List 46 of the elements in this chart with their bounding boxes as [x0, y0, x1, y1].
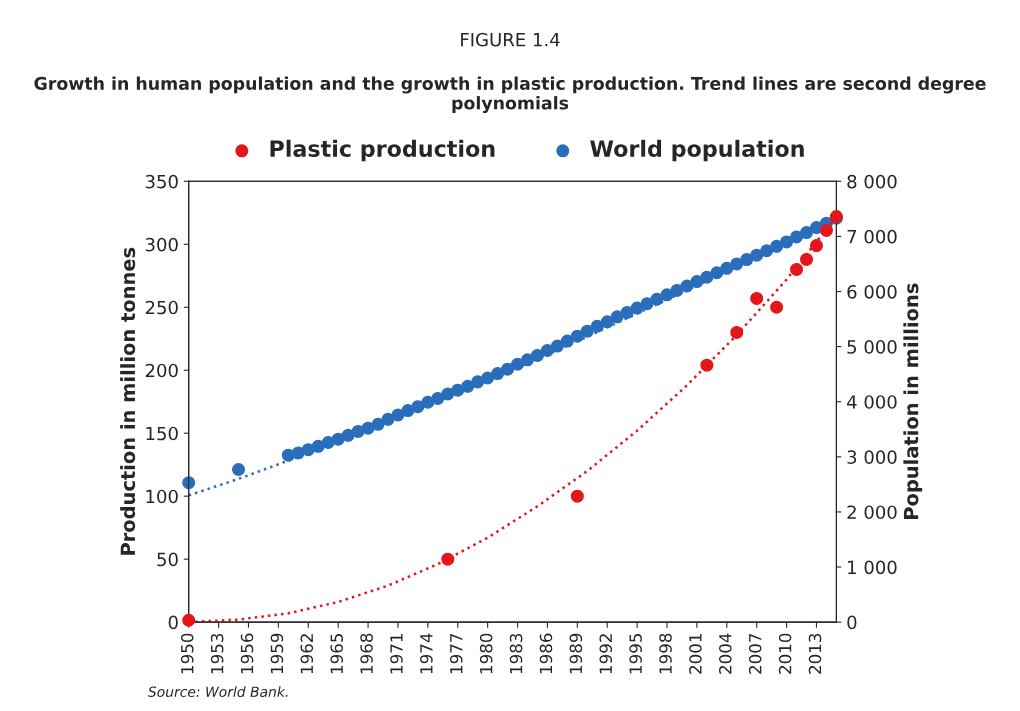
x-tick-label: 1965	[330, 634, 344, 674]
y2-tick-label: 8 000	[847, 174, 897, 189]
x-tick-label: 1989	[569, 633, 583, 674]
y2-tick-label: 6 000	[847, 284, 897, 299]
x-tick-label: 2010	[778, 633, 792, 674]
x-tick-label: 2007	[748, 633, 762, 674]
y2-tick-label: 3 000	[847, 450, 897, 464]
y-tick-label: 0	[168, 615, 178, 630]
y-tick-label: 300	[145, 237, 178, 252]
x-tick-label: 1977	[449, 633, 463, 674]
x-tick-label: 1995	[629, 634, 642, 674]
chart-title: FIGURE 1.4	[461, 32, 560, 47]
x-tick-label: 2013	[808, 633, 822, 674]
y-tick-label: 250	[145, 300, 178, 315]
source-note: Source: World Bank.	[147, 686, 288, 697]
x-tick-label: 1950	[180, 633, 194, 674]
y-axis-title: Production in million tonnes	[120, 247, 136, 555]
x-tick-label: 1983	[509, 633, 523, 674]
x-tick-label: 1953	[210, 633, 224, 674]
y-tick-label: 100	[146, 489, 178, 504]
legend-label: World population	[590, 139, 804, 162]
y2-tick-label: 0	[847, 615, 857, 630]
x-tick-label: 1971	[390, 634, 403, 674]
y-tick-label: 50	[157, 552, 178, 567]
y-tick-label: 200	[145, 363, 178, 378]
x-tick-label: 1959	[270, 633, 284, 674]
x-tick-label: 1986	[539, 633, 553, 674]
y2-tick-label: 4 000	[847, 395, 897, 409]
x-tick-label: 1992	[599, 634, 613, 674]
y2-tick-label: 7 000	[847, 229, 897, 244]
y2-tick-label: 5 000	[847, 340, 897, 354]
x-tick-label: 1998	[659, 633, 672, 674]
chart-subtitle: Growth in human population and the growth in plastic production. Trend lines are second degree polynomials	[34, 76, 986, 114]
y2-tick-label: 2 000	[847, 505, 897, 520]
x-tick-label: 1956	[240, 633, 254, 674]
y-tick-label: 150	[146, 426, 178, 441]
x-tick-label: 1974	[420, 633, 433, 674]
y2-axis-title: Population in millions	[903, 283, 923, 519]
y-tick-label: 350	[145, 174, 178, 189]
x-tick-label: 2001	[689, 634, 702, 674]
x-tick-label: 1968	[360, 633, 373, 674]
x-tick-label: 1980	[479, 633, 493, 674]
x-tick-label: 1962	[300, 634, 314, 674]
legend-label: Plastic production	[270, 139, 495, 162]
y2-tick-label: 1 000	[848, 560, 897, 575]
x-tick-label: 2004	[719, 633, 732, 674]
